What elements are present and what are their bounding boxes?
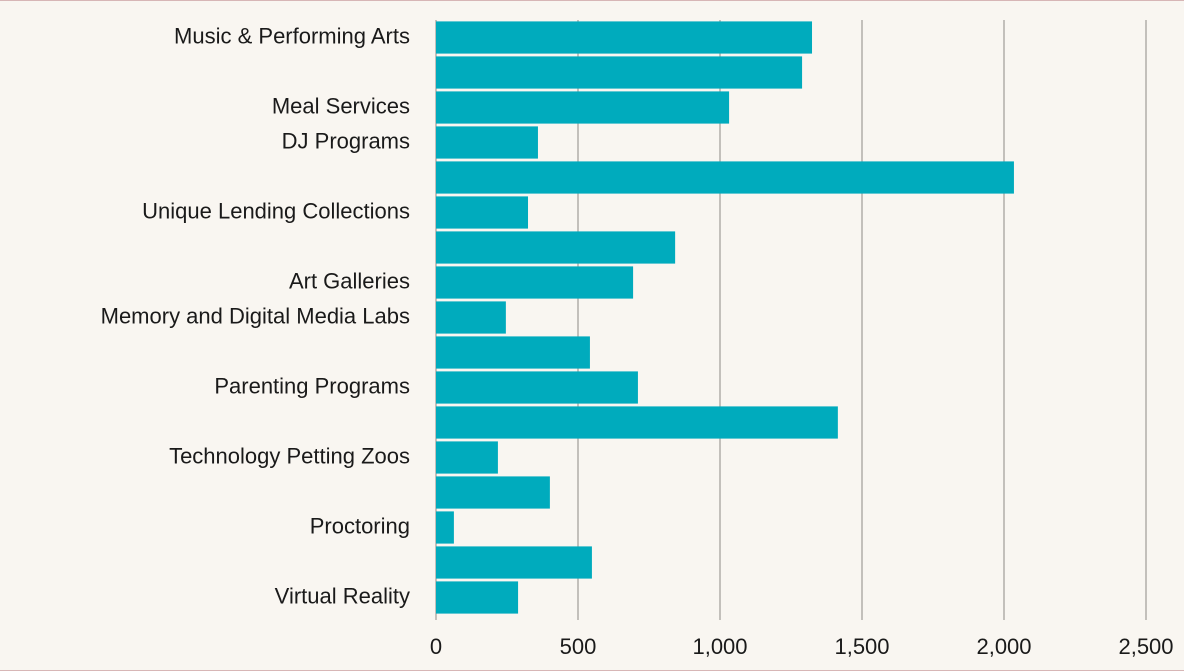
y-tick-label: Parenting Programs	[214, 373, 410, 398]
bar	[436, 21, 813, 54]
bar	[436, 266, 634, 299]
bar	[436, 441, 498, 474]
x-tick-label: 500	[560, 634, 597, 659]
bar	[436, 196, 529, 229]
bar	[436, 546, 592, 579]
x-tick-label: 2,000	[976, 634, 1031, 659]
bar	[436, 161, 1014, 194]
bar	[436, 126, 538, 159]
bar	[436, 336, 590, 369]
bar	[436, 371, 638, 404]
y-tick-label: Unique Lending Collections	[142, 198, 410, 223]
bar	[436, 476, 550, 509]
y-tick-label: Art Galleries	[289, 268, 410, 293]
y-tick-label: Meal Services	[272, 93, 410, 118]
y-tick-label: Technology Petting Zoos	[169, 443, 410, 468]
bar	[436, 301, 506, 334]
bar	[436, 56, 803, 89]
y-tick-label: DJ Programs	[282, 128, 410, 153]
x-tick-label: 1,000	[692, 634, 747, 659]
bar	[436, 511, 454, 544]
x-tick-label: 0	[430, 634, 442, 659]
bar	[436, 91, 730, 124]
y-tick-label: Virtual Reality	[275, 583, 410, 608]
x-tick-label: 2,500	[1118, 634, 1173, 659]
bar	[436, 406, 838, 439]
x-tick-label: 1,500	[834, 634, 889, 659]
bar	[436, 231, 676, 264]
bar	[436, 581, 519, 614]
y-tick-label: Music & Performing Arts	[174, 23, 410, 48]
y-tick-label: Memory and Digital Media Labs	[101, 303, 410, 328]
y-tick-label: Proctoring	[310, 513, 410, 538]
